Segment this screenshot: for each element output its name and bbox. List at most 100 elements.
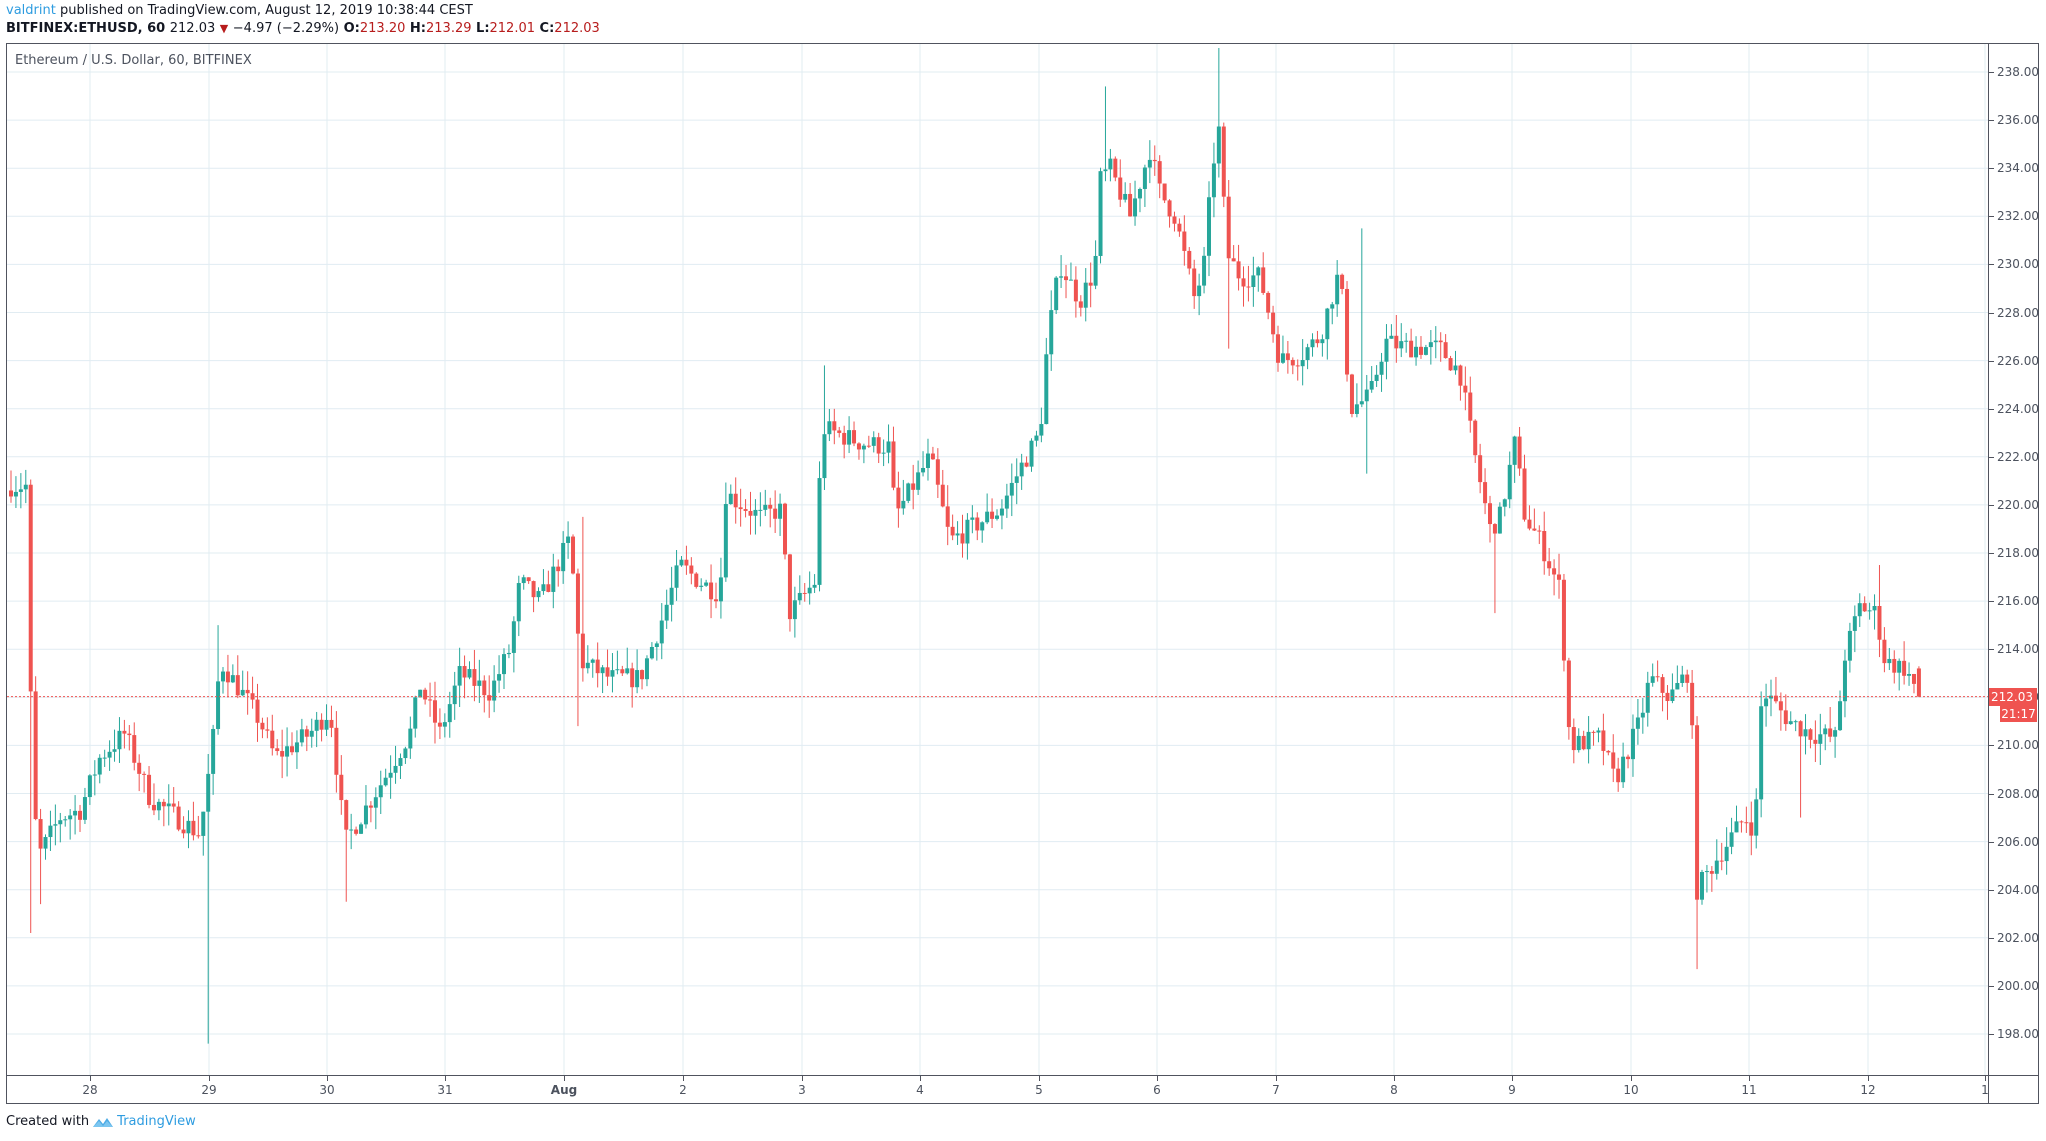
author-link[interactable]: valdrint [6, 3, 56, 18]
time-axis-tick [920, 1076, 921, 1081]
price-axis-label: 224.00 [1997, 401, 2039, 416]
symbol-label: BITFINEX:ETHUSD, 60 [6, 21, 166, 36]
price-axis-tick [1989, 985, 1994, 987]
time-axis-label: 1 [1981, 1083, 1989, 1097]
time-axis-tick [90, 1076, 91, 1081]
price-axis-tick [1989, 745, 1994, 747]
price-axis-label: 238.00 [1997, 65, 2039, 79]
price-axis-label: 218.00 [1997, 546, 2039, 560]
time-axis-tick [209, 1076, 210, 1081]
time-axis-tick [1276, 1076, 1277, 1081]
symbol-info-bar: BITFINEX:ETHUSD, 60 212.03 ▼ −4.97 (−2.2… [6, 21, 600, 37]
price-axis-label: 210.00 [1997, 738, 2039, 753]
price-axis-tick [1989, 312, 1994, 314]
time-axis-label: 12 [1860, 1083, 1876, 1097]
price-axis-label: 234.00 [1997, 161, 2039, 176]
price-axis-label: 204.00 [1997, 882, 2039, 897]
price-axis-label: 228.00 [1997, 305, 2039, 320]
high-value: 213.29 [426, 21, 472, 36]
time-axis-label: 10 [1623, 1083, 1639, 1097]
price-axis-tick [1989, 264, 1994, 266]
chart-legend: Ethereum / U.S. Dollar, 60, BITFINEX [15, 53, 252, 68]
price-axis-tick [1989, 937, 1994, 939]
last-price: 212.03 [169, 21, 216, 36]
high-label: H: [409, 21, 426, 36]
candlestick-chart [7, 44, 1988, 1075]
time-axis-label: 3 [798, 1083, 806, 1097]
publish-info: valdrint published on TradingView.com, A… [6, 3, 473, 19]
current-price-tag: 212.03 [1989, 687, 2037, 706]
time-axis-label: 30 [319, 1083, 335, 1097]
footer-credit: Created with TradingView [6, 1114, 196, 1129]
time-axis-tick [683, 1076, 684, 1081]
chart-plot-area[interactable] [7, 44, 1988, 1075]
triangle-down-icon: ▼ [219, 22, 229, 35]
price-change: −4.97 (−2.29%) [232, 21, 340, 36]
price-axis-label: 230.00 [1997, 257, 2039, 272]
price-axis-tick [1989, 360, 1994, 362]
price-axis-tick [1989, 504, 1994, 506]
low-value: 212.01 [489, 21, 536, 36]
time-axis-tick [1749, 1076, 1750, 1081]
price-axis-label: 236.00 [1997, 113, 2039, 128]
time-axis-tick [1157, 1076, 1158, 1081]
price-axis-label: 226.00 [1997, 353, 2039, 368]
price-axis-label: 200.00 [1997, 978, 2039, 993]
price-axis-tick [1989, 168, 1994, 170]
bar-countdown-tag: 21:17 [2000, 705, 2037, 722]
time-axis-label: 8 [1390, 1083, 1398, 1097]
price-axis-tick [1989, 216, 1994, 218]
price-axis-label: 202.00 [1997, 930, 2039, 945]
price-axis-label: 198.00 [1997, 1027, 2039, 1041]
time-axis-label: 2 [679, 1083, 687, 1097]
open-label: O: [343, 21, 360, 36]
price-axis-tick [1989, 889, 1994, 891]
time-axis-label: Aug [550, 1083, 578, 1097]
price-axis-label: 214.00 [1997, 642, 2039, 657]
time-axis-label: 5 [1035, 1083, 1043, 1097]
time-axis-tick [327, 1076, 328, 1081]
price-axis-tick [1989, 649, 1994, 651]
time-axis-tick [445, 1076, 446, 1081]
price-axis-label: 216.00 [1997, 594, 2039, 609]
time-axis-tick [564, 1076, 565, 1081]
close-value: 212.03 [554, 21, 600, 36]
price-axis-tick [1989, 120, 1994, 122]
time-axis-label: 9 [1508, 1083, 1516, 1097]
price-axis-label: 208.00 [1997, 786, 2039, 801]
time-axis-label: 28 [82, 1083, 98, 1097]
time-axis-tick [1985, 1076, 1986, 1081]
time-axis-tick [802, 1076, 803, 1081]
publish-text: published on TradingView.com, August 12,… [55, 3, 473, 18]
time-axis-label: 29 [201, 1083, 217, 1097]
time-axis-label: 7 [1272, 1083, 1280, 1097]
tradingview-link[interactable]: TradingView [117, 1114, 196, 1129]
open-value: 213.20 [359, 21, 406, 36]
time-axis-label: 4 [916, 1083, 924, 1097]
price-axis-tick [1989, 408, 1994, 410]
time-axis-tick [1512, 1076, 1513, 1081]
low-label: L: [476, 21, 490, 36]
price-axis-separator [1988, 43, 1989, 1104]
time-axis-tick [1631, 1076, 1632, 1081]
price-axis-tick [1989, 553, 1994, 554]
price-axis-tick [1989, 1034, 1994, 1035]
time-axis-tick [1039, 1076, 1040, 1081]
price-axis-label: 232.00 [1997, 209, 2039, 224]
price-axis-tick [1989, 793, 1994, 795]
price-axis-tick [1989, 456, 1994, 458]
chart-frame [6, 43, 2039, 1104]
price-axis-label: 206.00 [1997, 834, 2039, 849]
time-axis-tick [1868, 1076, 1869, 1081]
price-axis-label: 222.00 [1997, 449, 2039, 464]
close-label: C: [539, 21, 555, 36]
time-axis-label: 11 [1741, 1083, 1757, 1097]
time-axis-tick [1394, 1076, 1395, 1081]
price-axis-tick [1989, 601, 1994, 603]
price-axis-label: 220.00 [1997, 497, 2039, 512]
footer-prefix: Created with [6, 1114, 90, 1129]
tradingview-logo-icon [93, 1117, 114, 1127]
time-axis-label: 31 [437, 1083, 453, 1097]
price-axis-tick [1989, 72, 1994, 73]
time-axis-label: 6 [1153, 1083, 1161, 1097]
